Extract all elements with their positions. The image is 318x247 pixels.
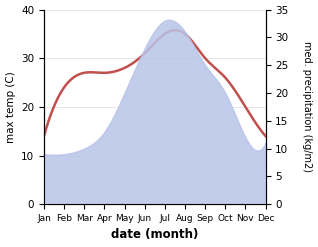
X-axis label: date (month): date (month) — [111, 228, 198, 242]
Y-axis label: med. precipitation (kg/m2): med. precipitation (kg/m2) — [302, 41, 313, 172]
Y-axis label: max temp (C): max temp (C) — [5, 71, 16, 143]
